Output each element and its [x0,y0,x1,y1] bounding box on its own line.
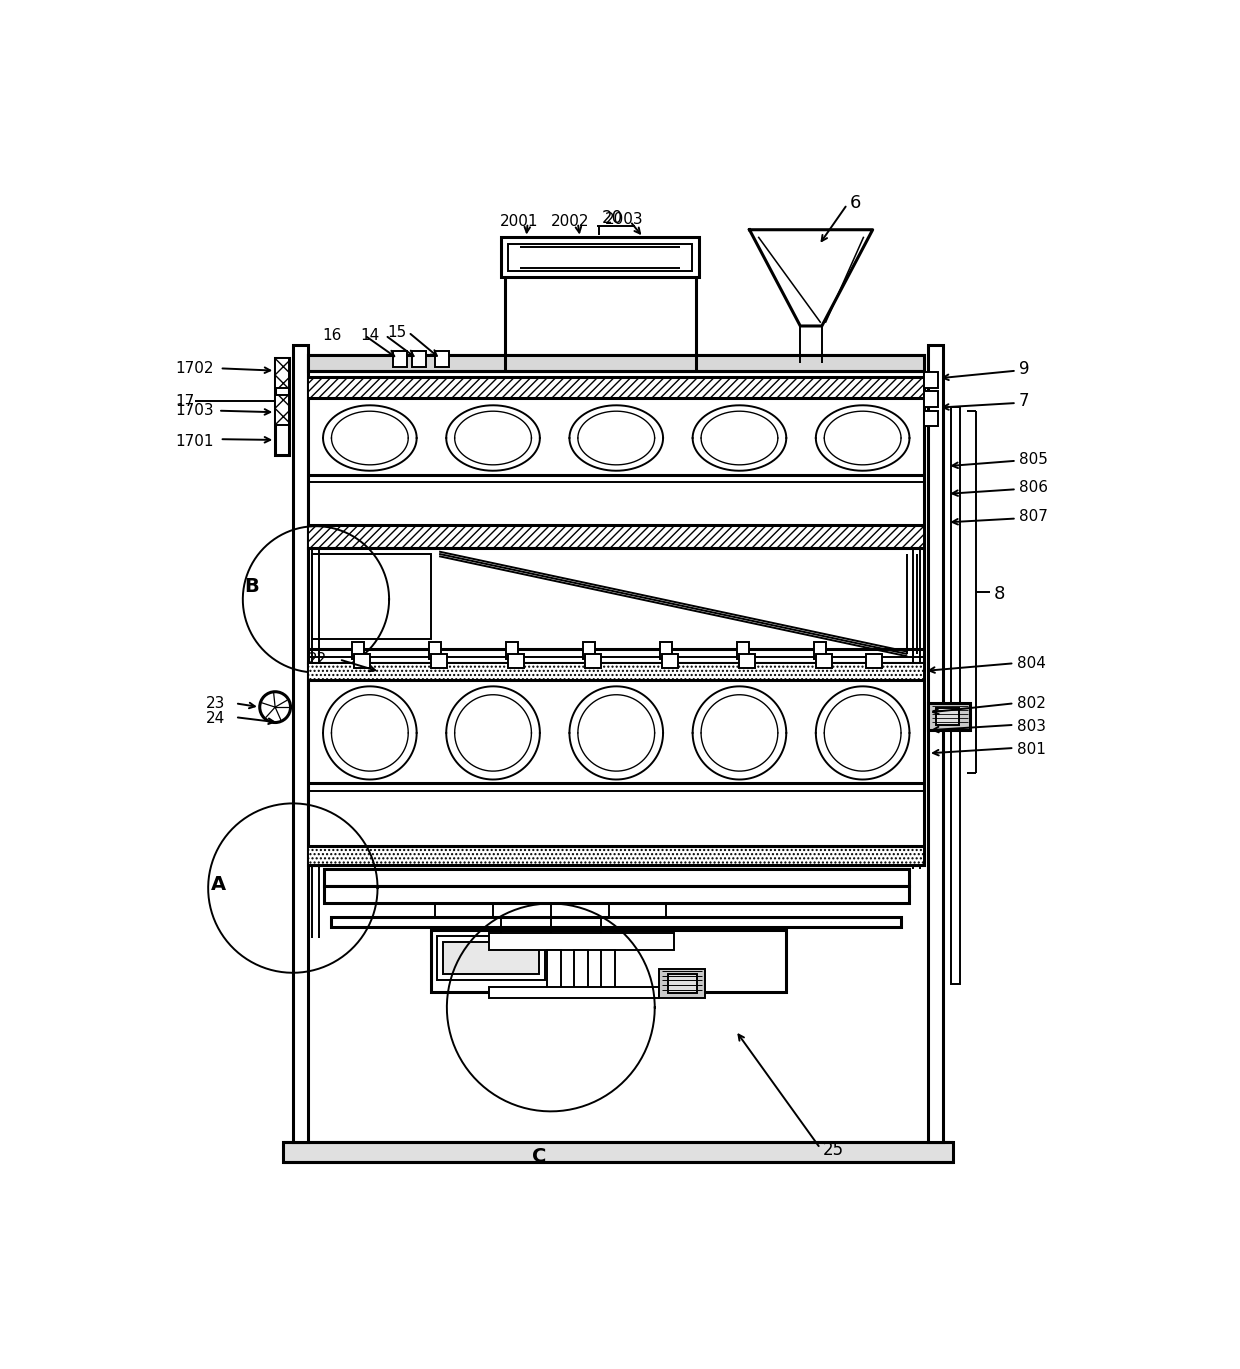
Bar [324,869,909,886]
Bar [547,950,560,988]
Bar [951,407,961,984]
Text: 15: 15 [388,324,407,340]
Bar [508,654,523,668]
Bar [275,359,289,455]
Bar [435,352,449,367]
Text: 22: 22 [308,652,326,667]
Bar [924,372,939,387]
Text: 807: 807 [1019,509,1048,524]
Text: 9: 9 [1019,360,1029,378]
Text: 1701: 1701 [175,434,213,449]
Text: 2002: 2002 [551,214,589,229]
Bar [924,392,939,407]
Bar [309,663,924,865]
Bar [928,345,944,1142]
Bar [815,642,826,658]
Bar [668,975,697,993]
Bar [658,969,704,998]
Text: 804: 804 [1017,656,1045,671]
Text: 2003: 2003 [605,212,644,227]
Text: 1703: 1703 [175,404,213,418]
Bar [312,554,432,638]
Bar [662,654,678,668]
Bar [739,654,755,668]
Bar [355,654,370,668]
Text: A: A [211,875,226,894]
Bar [275,359,289,387]
Text: 23: 23 [206,695,226,711]
Text: 17: 17 [175,394,195,409]
Text: 806: 806 [1019,481,1048,496]
Bar [324,886,909,902]
Text: 25: 25 [822,1140,843,1160]
Text: 2001: 2001 [500,214,538,229]
Text: 801: 801 [1017,742,1045,757]
Bar [936,708,959,724]
Bar [583,642,595,658]
Bar [436,936,544,980]
Bar [816,654,832,668]
Bar [293,345,309,1142]
Bar [490,987,658,998]
Bar [443,942,539,975]
Text: 7: 7 [1019,393,1029,411]
Bar [601,950,615,988]
Bar [574,950,588,988]
Text: 6: 6 [849,194,861,212]
Bar [429,642,441,658]
Bar [924,411,939,426]
Bar [331,917,901,927]
Text: 14: 14 [360,327,379,342]
Bar [309,355,924,548]
Bar [737,642,749,658]
Bar [508,244,692,271]
Text: 16: 16 [322,327,341,342]
Text: B: B [244,576,259,596]
Text: 805: 805 [1019,452,1048,467]
Bar [309,548,924,663]
Bar [309,376,924,398]
Text: 20: 20 [601,209,622,227]
Bar [352,642,365,658]
Bar [309,663,924,680]
Bar [501,237,699,278]
Bar [432,931,786,993]
Text: 1702: 1702 [175,361,213,376]
Bar [412,352,427,367]
Text: 803: 803 [1017,719,1045,734]
Bar [309,355,924,371]
Bar [393,352,407,367]
Text: C: C [532,1147,547,1165]
Bar [867,654,882,668]
Bar [585,654,601,668]
Bar [283,1142,952,1162]
Bar [490,932,675,950]
Bar [928,704,971,730]
Bar [660,642,672,658]
Bar [432,654,446,668]
Bar [309,846,924,865]
Text: 802: 802 [1017,695,1045,711]
Text: 24: 24 [206,711,226,726]
Bar [309,524,924,548]
Bar [275,396,289,424]
Bar [506,642,518,658]
Text: 8: 8 [993,585,1004,602]
